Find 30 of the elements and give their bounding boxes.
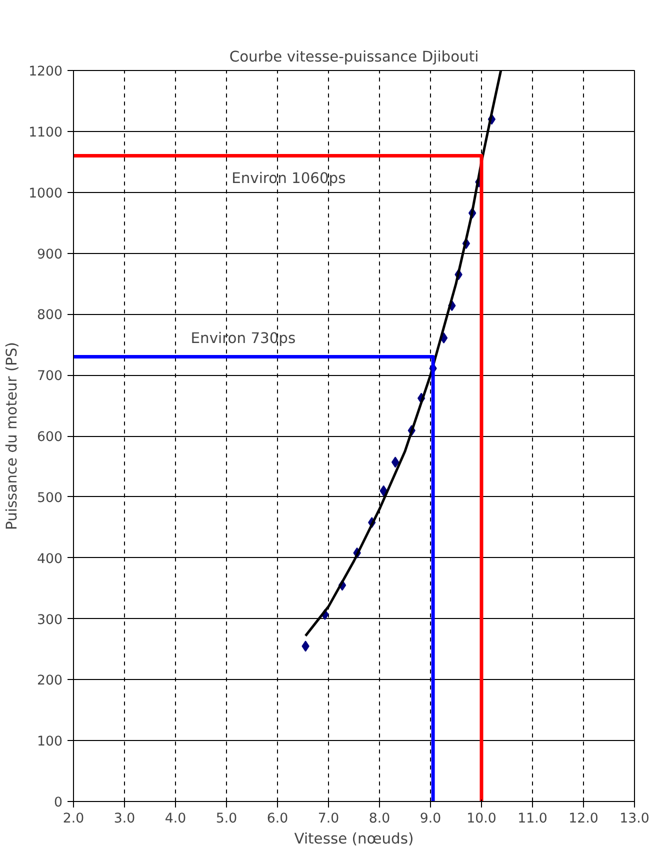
x-tick-label: 5.0	[216, 812, 238, 826]
x-axis-title: Vitesse (nœuds)	[294, 830, 414, 848]
x-tick-label: 6.0	[266, 812, 288, 826]
annotation: Environ 730ps	[190, 330, 296, 347]
x-tick-label: 2.0	[62, 812, 84, 826]
x-tick-label: 12.0	[568, 812, 598, 826]
x-tick-label: 7.0	[318, 812, 340, 826]
y-tick-label: 900	[37, 247, 63, 262]
annotation: Environ 1060ps	[232, 170, 346, 187]
y-tick-label: 400	[37, 552, 63, 567]
y-tick-label: 500	[37, 490, 63, 506]
chart-title: Courbe vitesse-puissance Djibouti	[229, 48, 479, 66]
x-tick-label: 10.0	[466, 812, 496, 826]
y-tick-label: 1200	[28, 64, 63, 80]
x-tick-label: 9.0	[420, 812, 442, 826]
y-tick-label: 600	[37, 430, 63, 445]
y-tick-label: 0	[54, 796, 63, 810]
y-tick-label: 300	[37, 612, 63, 628]
x-tick-label: 4.0	[164, 812, 186, 826]
x-tick-label: 13.0	[620, 812, 650, 826]
y-tick-label: 200	[37, 674, 63, 689]
y-tick-label: 100	[37, 734, 63, 750]
x-tick-label: 8.0	[368, 812, 390, 826]
y-tick-label: 700	[37, 369, 63, 384]
y-axis-title: Puissance du moteur (PS)	[4, 342, 21, 530]
y-tick-label: 1100	[28, 125, 63, 140]
x-tick-label: 11.0	[518, 812, 548, 826]
x-tick-label: 3.0	[114, 812, 136, 826]
y-tick-label: 800	[37, 308, 63, 324]
y-tick-label: 1000	[28, 186, 63, 202]
